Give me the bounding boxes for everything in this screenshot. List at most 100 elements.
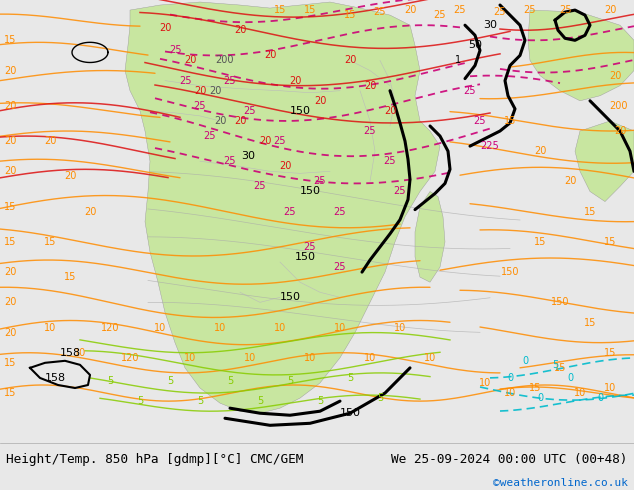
Text: 225: 225 <box>481 141 500 151</box>
Text: 25: 25 <box>454 5 466 15</box>
Text: 158: 158 <box>44 373 65 383</box>
Polygon shape <box>415 192 445 282</box>
Text: 20: 20 <box>44 136 56 146</box>
Text: We 25-09-2024 00:00 UTC (00+48): We 25-09-2024 00:00 UTC (00+48) <box>391 453 628 466</box>
Text: 15: 15 <box>304 5 316 15</box>
Text: 25: 25 <box>394 187 406 196</box>
Text: 25: 25 <box>224 156 236 166</box>
Text: 15: 15 <box>4 388 16 398</box>
Text: 25: 25 <box>494 7 507 17</box>
Text: 20: 20 <box>404 5 416 15</box>
Text: 0: 0 <box>597 393 603 403</box>
Text: 20: 20 <box>214 116 226 126</box>
Text: 20: 20 <box>4 136 16 146</box>
Text: 15: 15 <box>344 10 356 20</box>
Text: 20: 20 <box>194 86 206 96</box>
Text: 10: 10 <box>504 388 516 398</box>
Text: 25: 25 <box>364 126 376 136</box>
Text: 15: 15 <box>4 35 16 45</box>
Text: 25: 25 <box>169 46 181 55</box>
Text: 5: 5 <box>377 393 383 403</box>
Text: 15: 15 <box>604 348 616 358</box>
Text: 20: 20 <box>158 23 171 33</box>
Text: 25: 25 <box>194 101 206 111</box>
Text: 120: 120 <box>101 322 119 333</box>
Text: 120: 120 <box>120 353 139 363</box>
Text: 5: 5 <box>317 396 323 406</box>
Text: 20: 20 <box>614 126 626 136</box>
Text: 20: 20 <box>184 55 196 66</box>
Text: 20: 20 <box>259 136 271 146</box>
Text: 10: 10 <box>74 348 86 358</box>
Text: 20: 20 <box>4 297 16 307</box>
Text: 30: 30 <box>483 20 497 30</box>
Text: 150: 150 <box>280 293 301 302</box>
Text: 25: 25 <box>463 86 476 96</box>
Text: 20: 20 <box>209 86 221 96</box>
Text: 5: 5 <box>347 373 353 383</box>
Text: 10: 10 <box>364 353 376 363</box>
Text: 20: 20 <box>4 267 16 277</box>
Text: 20: 20 <box>279 161 291 172</box>
Text: 20: 20 <box>564 176 576 186</box>
Text: 20: 20 <box>534 146 546 156</box>
Text: 5: 5 <box>552 360 558 370</box>
Text: 150: 150 <box>339 408 361 418</box>
Polygon shape <box>575 121 634 201</box>
Text: 15: 15 <box>4 358 16 368</box>
Text: 20: 20 <box>84 207 96 217</box>
Text: 25: 25 <box>224 75 236 86</box>
Text: 20: 20 <box>344 55 356 66</box>
Text: 10: 10 <box>154 322 166 333</box>
Text: 25: 25 <box>243 106 256 116</box>
Text: Height/Temp. 850 hPa [gdmp][°C] CMC/GEM: Height/Temp. 850 hPa [gdmp][°C] CMC/GEM <box>6 453 304 466</box>
Text: 150: 150 <box>501 267 519 277</box>
Text: 5: 5 <box>227 376 233 386</box>
Text: 20: 20 <box>234 116 246 126</box>
Text: 200: 200 <box>609 101 627 111</box>
Text: 0: 0 <box>537 393 543 403</box>
Text: 5: 5 <box>257 396 263 406</box>
Text: 10: 10 <box>479 378 491 388</box>
Text: 25: 25 <box>314 176 327 186</box>
Text: 15: 15 <box>529 383 541 393</box>
Text: 20: 20 <box>314 96 326 106</box>
Text: 0: 0 <box>567 373 573 383</box>
Text: 10: 10 <box>334 322 346 333</box>
Text: 25: 25 <box>374 7 386 17</box>
Text: 10: 10 <box>44 322 56 333</box>
Text: ©weatheronline.co.uk: ©weatheronline.co.uk <box>493 478 628 488</box>
Text: 5: 5 <box>167 376 173 386</box>
Text: 1: 1 <box>455 55 461 66</box>
Text: 10: 10 <box>304 353 316 363</box>
Text: 15: 15 <box>604 237 616 247</box>
Text: 10: 10 <box>214 322 226 333</box>
Text: 0: 0 <box>522 356 528 366</box>
Text: 25: 25 <box>254 181 266 192</box>
Text: 20: 20 <box>364 81 376 91</box>
Text: 25: 25 <box>474 116 486 126</box>
Text: 25: 25 <box>524 5 536 15</box>
Text: 150: 150 <box>290 106 311 116</box>
Text: 10: 10 <box>394 322 406 333</box>
Text: 25: 25 <box>304 242 316 252</box>
Text: 20: 20 <box>4 66 16 75</box>
Text: 15: 15 <box>64 272 76 282</box>
Text: 150: 150 <box>551 297 569 307</box>
Text: 15: 15 <box>44 237 56 247</box>
Text: 25: 25 <box>559 5 571 15</box>
Text: 20: 20 <box>609 71 621 80</box>
Text: 15: 15 <box>554 363 566 373</box>
Polygon shape <box>125 2 440 413</box>
Text: 20: 20 <box>384 106 396 116</box>
Text: 10: 10 <box>274 322 286 333</box>
Text: 25: 25 <box>434 10 446 20</box>
Text: 10: 10 <box>184 353 196 363</box>
Text: 25: 25 <box>274 136 286 146</box>
Text: 20: 20 <box>604 5 616 15</box>
Text: 15: 15 <box>584 207 596 217</box>
Text: 20: 20 <box>289 75 301 86</box>
Text: 10: 10 <box>244 353 256 363</box>
Text: 25: 25 <box>384 156 396 166</box>
Text: 25: 25 <box>284 207 296 217</box>
